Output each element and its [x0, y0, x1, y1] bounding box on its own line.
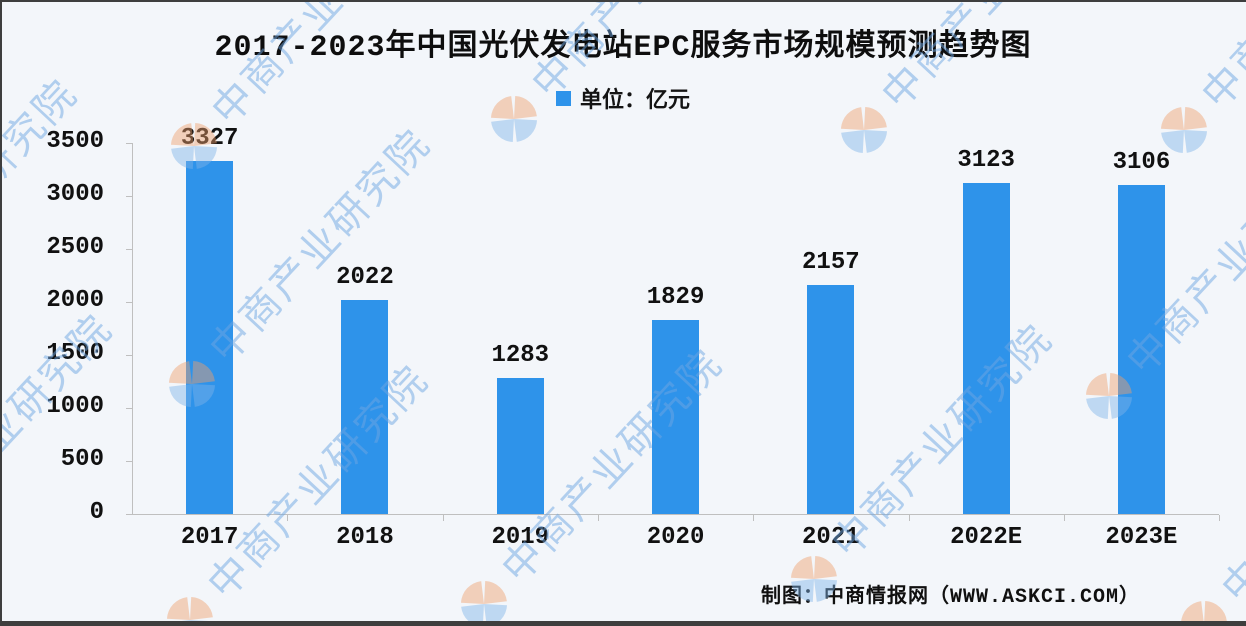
bar	[807, 285, 855, 514]
x-axis-tick	[1219, 515, 1221, 521]
window-border-bottom	[0, 621, 1246, 626]
legend-swatch-icon	[555, 90, 571, 106]
x-axis-tick	[753, 515, 755, 521]
y-axis-tick-label: 2500	[46, 234, 104, 261]
legend-unit-label: 单位：亿元	[579, 89, 690, 114]
bar-value-label: 3327	[180, 125, 239, 153]
x-axis-category-label: 2023E	[1105, 524, 1178, 551]
y-axis-tick	[126, 355, 132, 356]
y-axis-tick	[126, 514, 132, 515]
y-axis-tick	[126, 143, 132, 144]
y-axis-tick-label: 3000	[46, 181, 104, 208]
bar	[341, 299, 389, 514]
bar-value-label: 3106	[1112, 148, 1171, 176]
x-axis-tick	[1063, 515, 1065, 521]
x-axis-tick	[287, 515, 289, 521]
bar	[496, 378, 544, 514]
x-axis-category-label: 2017	[180, 524, 239, 551]
y-axis-tick	[126, 196, 132, 197]
x-axis-tick	[908, 515, 910, 521]
x-axis-category-label: 2021	[802, 524, 860, 551]
y-axis-line	[132, 143, 133, 514]
x-axis-category-label: 2018	[336, 524, 394, 551]
y-axis-tick-label: 3500	[46, 128, 104, 155]
x-axis-category-label: 2022E	[950, 524, 1023, 551]
y-axis-tick	[126, 249, 132, 250]
bar	[186, 161, 234, 514]
bar-value-label: 1283	[491, 342, 550, 369]
x-axis-tick	[442, 515, 444, 521]
y-axis-tick-label: 1000	[46, 393, 104, 420]
y-axis-tick-label: 0	[89, 499, 104, 526]
bar	[1117, 184, 1165, 514]
x-axis-category-label: 2020	[646, 524, 705, 551]
bar	[652, 320, 700, 514]
legend: 单位：亿元	[0, 86, 1246, 114]
bar-value-label: 2022	[336, 263, 394, 291]
y-axis-tick-label: 2000	[46, 287, 104, 314]
x-axis-line	[132, 514, 1219, 515]
bar-value-label: 2157	[802, 249, 860, 277]
y-axis-tick-label: 500	[60, 446, 104, 473]
y-axis-tick-label: 1500	[46, 340, 104, 367]
x-axis-tick	[597, 515, 599, 521]
y-axis-tick	[126, 302, 132, 303]
window-border-top	[0, 0, 1246, 2]
bar-value-label: 1829	[646, 284, 705, 312]
chart-title: 2017-2023年中国光伏发电站EPC服务市场规模预测趋势图	[214, 31, 1032, 65]
x-axis-category-label: 2019	[491, 524, 550, 551]
y-axis-tick	[126, 461, 132, 462]
bar-value-label: 3123	[957, 146, 1015, 174]
bar	[962, 182, 1010, 514]
y-axis-tick	[126, 408, 132, 409]
window-border-left	[0, 0, 2, 626]
credit-text: 制图：中商情报网（WWW.ASKCI.COM）	[760, 586, 1140, 609]
